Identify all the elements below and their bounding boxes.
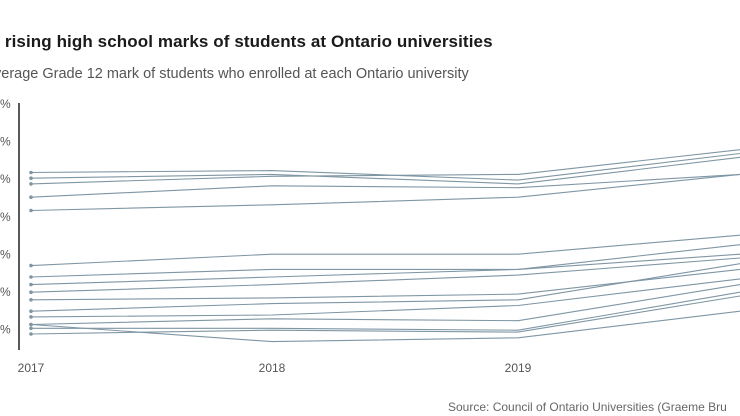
series-start-point [29, 263, 33, 268]
series-start-point [29, 332, 33, 336]
chart-subtitle: verage Grade 12 mark of students who enr… [0, 66, 469, 82]
series-line [30, 253, 740, 278]
series-line [30, 173, 740, 198]
series-start-point [29, 309, 33, 314]
y-tick-label: % [0, 210, 11, 224]
series-line [30, 149, 740, 185]
series-line [30, 295, 740, 335]
series-line [30, 310, 740, 343]
series-line [30, 263, 740, 312]
y-tick-label: % [0, 247, 11, 261]
series-line [31, 291, 740, 331]
y-tick-label: % [0, 285, 11, 299]
y-tick-label: % [0, 97, 11, 111]
series-line [30, 234, 740, 267]
y-axis-ticks: %%%%%%% [0, 97, 11, 337]
series-start-point [29, 208, 33, 213]
series-line [30, 278, 740, 318]
source-note: Source: Council of Ontario Universities … [448, 400, 727, 414]
series-start-point [29, 176, 33, 180]
x-tick-label: 2018 [259, 361, 286, 375]
series-start-point [29, 290, 33, 295]
series-start-point [29, 298, 33, 302]
series-line [30, 257, 740, 293]
x-tick-label: 2019 [505, 361, 532, 375]
series-start-point [29, 322, 33, 327]
x-axis-ticks: 2017 2018 2019 [18, 361, 532, 375]
series-start-point [29, 170, 33, 175]
series-line [30, 244, 740, 286]
series-start-point [29, 275, 33, 279]
y-tick-label: % [0, 323, 11, 337]
series-start-point [29, 182, 33, 186]
series-start-point [29, 326, 33, 331]
y-tick-label: % [0, 135, 11, 149]
series-line [30, 156, 740, 185]
series-start-point [29, 195, 33, 199]
x-tick-label: 2017 [18, 361, 45, 375]
series-line [30, 173, 740, 212]
series-start-point [29, 282, 33, 287]
y-tick-label: % [0, 172, 11, 186]
series-line [30, 284, 740, 326]
series-layer [29, 149, 740, 343]
series-start-point [29, 315, 33, 319]
chart-title: he rising high school marks of students … [0, 32, 493, 51]
